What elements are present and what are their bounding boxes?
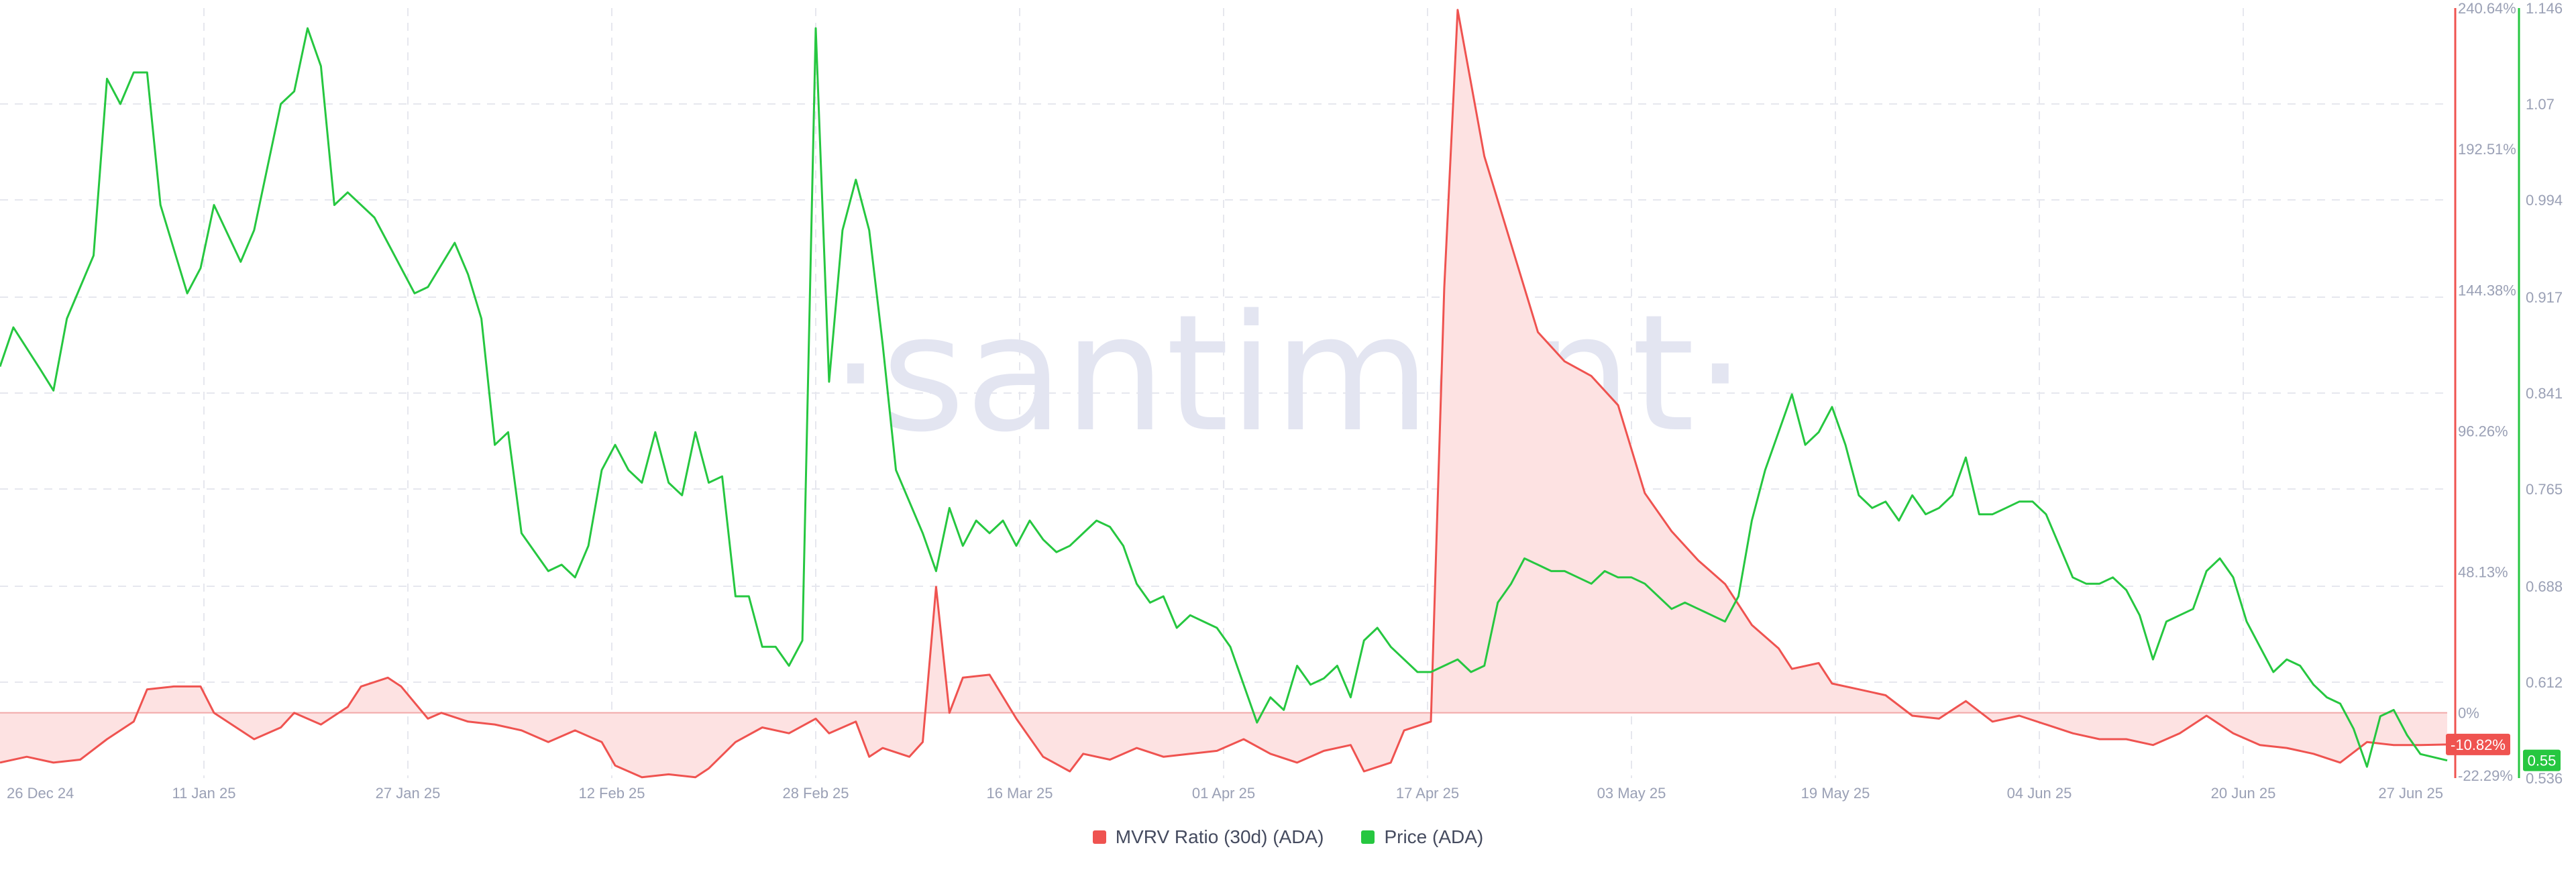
x-tick-label: 27 Jun 25: [2378, 785, 2443, 802]
mvrv-tick-label: -22.29%: [2458, 767, 2513, 784]
mvrv-legend-label: MVRV Ratio (30d) (ADA): [1115, 826, 1324, 847]
mvrv-tick-label: 192.51%: [2458, 141, 2516, 158]
price-tick-label: 0.841: [2526, 385, 2563, 402]
x-tick-label: 01 Apr 25: [1192, 785, 1255, 802]
x-tick-label: 04 Jun 25: [2007, 785, 2072, 802]
x-tick-label: 12 Feb 25: [578, 785, 645, 802]
mvrv-tick-label: 0%: [2458, 705, 2479, 722]
x-tick-label: 20 Jun 25: [2211, 785, 2276, 802]
x-tick-label: 11 Jan 25: [172, 785, 235, 802]
price-tick-label: 1.07: [2526, 96, 2555, 113]
chart-legend: MVRV Ratio (30d) (ADA) Price (ADA): [0, 826, 2576, 848]
x-tick-label: 19 May 25: [1801, 785, 1870, 802]
price-series[interactable]: [0, 27, 2448, 768]
price-tick-label: 0.536: [2526, 770, 2563, 787]
mvrv-legend-swatch: [1092, 830, 1106, 844]
mvrv-tick-label: 240.64%: [2458, 0, 2516, 17]
price-tick-label: 0.917: [2526, 289, 2563, 306]
x-tick-label: 28 Feb 25: [782, 785, 849, 802]
x-tick-label: 27 Jan 25: [376, 785, 441, 802]
legend-item-mvrv[interactable]: MVRV Ratio (30d) (ADA): [1092, 826, 1324, 848]
price-line[interactable]: [0, 27, 2448, 768]
mvrv-last-value-badge: [2446, 733, 2510, 755]
x-tick-label: 17 Apr 25: [1396, 785, 1459, 802]
mvrv-tick-label: 48.13%: [2458, 564, 2508, 581]
mvrv-series[interactable]: [0, 9, 2448, 779]
x-tick-label: 16 Mar 25: [986, 785, 1053, 802]
mvrv-last-value-text: -10.82%: [2451, 737, 2506, 753]
mvrv-tick-label: 144.38%: [2458, 282, 2516, 298]
price-tick-label: 0.612: [2526, 674, 2563, 691]
axes: 1.146 1.07 0.994 0.917 0.841 0.765 0.688 0.612 0…: [2446, 0, 2563, 787]
x-tick-label: 03 May 25: [1597, 785, 1666, 802]
price-tick-label: 0.765: [2526, 481, 2563, 498]
price-legend-swatch: [1361, 830, 1375, 844]
x-tick-label: 26 Dec 24: [7, 785, 74, 802]
price-tick-label: 0.994: [2526, 192, 2563, 209]
price-legend-label: Price (ADA): [1384, 826, 1484, 847]
mvrv-line[interactable]: [0, 9, 2448, 779]
price-last-value-badge: [2523, 749, 2561, 771]
legend-item-price[interactable]: Price (ADA): [1361, 826, 1483, 848]
mvrv-tick-label: 96.26%: [2458, 423, 2508, 439]
price-last-value-text: 0.55: [2528, 753, 2557, 769]
x-axis-ticks: 26 Dec 24 11 Jan 25 27 Jan 25 12 Feb 25 28 F…: [7, 785, 2443, 802]
price-tick-label: 1.146: [2526, 0, 2563, 17]
price-tick-label: 0.688: [2526, 578, 2563, 595]
